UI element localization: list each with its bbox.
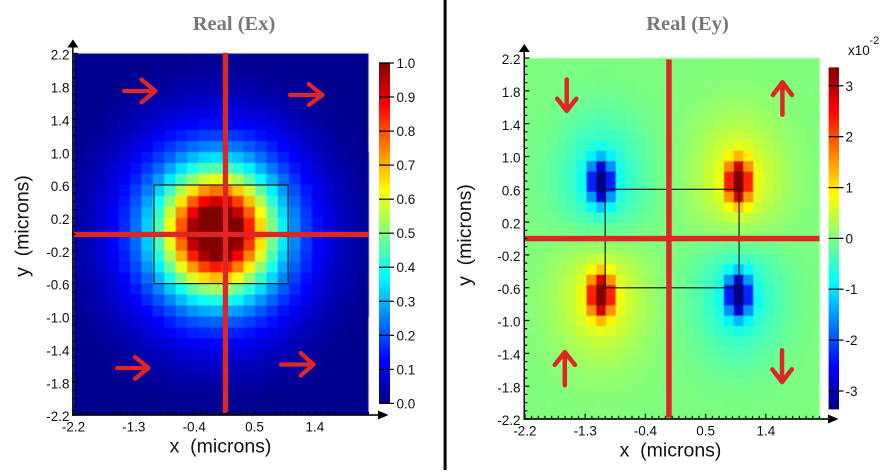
svg-text:0.2: 0.2 bbox=[51, 212, 70, 227]
svg-text:-1.4: -1.4 bbox=[497, 348, 521, 363]
svg-text:1.4: 1.4 bbox=[306, 420, 325, 435]
svg-text:-1.4: -1.4 bbox=[46, 344, 70, 359]
svg-text:0.4: 0.4 bbox=[397, 260, 416, 275]
svg-text:-1.0: -1.0 bbox=[46, 311, 69, 326]
svg-text:3: 3 bbox=[846, 79, 854, 94]
svg-text:2.2: 2.2 bbox=[51, 48, 70, 63]
svg-text:0.5: 0.5 bbox=[397, 226, 416, 241]
svg-text:0.2: 0.2 bbox=[502, 216, 521, 231]
svg-text:0.7: 0.7 bbox=[397, 158, 416, 173]
svg-text:x (microns): x (microns) bbox=[170, 436, 272, 458]
svg-text:0.0: 0.0 bbox=[397, 396, 416, 411]
svg-text:1.8: 1.8 bbox=[502, 85, 521, 100]
svg-text:1.8: 1.8 bbox=[51, 81, 70, 96]
svg-text:-2: -2 bbox=[870, 35, 880, 47]
svg-text:-1: -1 bbox=[846, 282, 858, 297]
svg-text:-0.2: -0.2 bbox=[497, 249, 520, 264]
svg-text:0: 0 bbox=[846, 231, 854, 246]
svg-text:0.6: 0.6 bbox=[502, 184, 521, 199]
svg-text:-2: -2 bbox=[846, 333, 858, 348]
svg-text:-0.4: -0.4 bbox=[634, 424, 658, 439]
svg-text:-3: -3 bbox=[846, 384, 858, 399]
svg-text:-0.2: -0.2 bbox=[46, 245, 69, 260]
svg-text:-1.3: -1.3 bbox=[122, 420, 145, 435]
svg-text:-2.2: -2.2 bbox=[46, 409, 69, 424]
svg-text:-0.4: -0.4 bbox=[183, 420, 207, 435]
svg-text:0.3: 0.3 bbox=[397, 294, 416, 309]
svg-text:-2.2: -2.2 bbox=[62, 420, 85, 435]
svg-text:-1.8: -1.8 bbox=[46, 376, 69, 391]
svg-text:0.6: 0.6 bbox=[397, 192, 416, 207]
svg-text:y (microns): y (microns) bbox=[12, 175, 34, 277]
svg-text:1.4: 1.4 bbox=[757, 424, 776, 439]
svg-text:2: 2 bbox=[846, 130, 854, 145]
svg-text:0.1: 0.1 bbox=[397, 362, 416, 377]
svg-text:0.6: 0.6 bbox=[51, 179, 70, 194]
svg-text:0.9: 0.9 bbox=[397, 90, 416, 105]
svg-text:0.8: 0.8 bbox=[397, 124, 416, 139]
svg-text:-1.8: -1.8 bbox=[497, 380, 520, 395]
svg-text:1.4: 1.4 bbox=[51, 113, 70, 128]
svg-text:1.0: 1.0 bbox=[502, 151, 521, 166]
svg-text:0.2: 0.2 bbox=[397, 328, 416, 343]
svg-text:0.5: 0.5 bbox=[696, 424, 715, 439]
svg-text:-2.2: -2.2 bbox=[497, 413, 520, 428]
svg-text:x (microns): x (microns) bbox=[620, 440, 722, 462]
svg-text:2.2: 2.2 bbox=[502, 52, 521, 67]
svg-text:Real (Ex): Real (Ex) bbox=[193, 13, 276, 35]
svg-text:-0.6: -0.6 bbox=[497, 282, 520, 297]
svg-text:1.0: 1.0 bbox=[397, 56, 416, 71]
svg-text:-2.2: -2.2 bbox=[513, 424, 536, 439]
svg-text:-1.3: -1.3 bbox=[574, 424, 597, 439]
svg-text:y (microns): y (microns) bbox=[454, 184, 476, 286]
svg-text:1.4: 1.4 bbox=[502, 118, 521, 133]
svg-text:x10: x10 bbox=[848, 43, 870, 58]
svg-text:0.5: 0.5 bbox=[245, 420, 264, 435]
svg-text:-0.6: -0.6 bbox=[46, 278, 69, 293]
svg-text:-1.0: -1.0 bbox=[497, 315, 520, 330]
svg-text:1.0: 1.0 bbox=[51, 146, 70, 161]
svg-text:Real (Ey): Real (Ey) bbox=[646, 13, 729, 35]
svg-text:1: 1 bbox=[846, 181, 854, 196]
